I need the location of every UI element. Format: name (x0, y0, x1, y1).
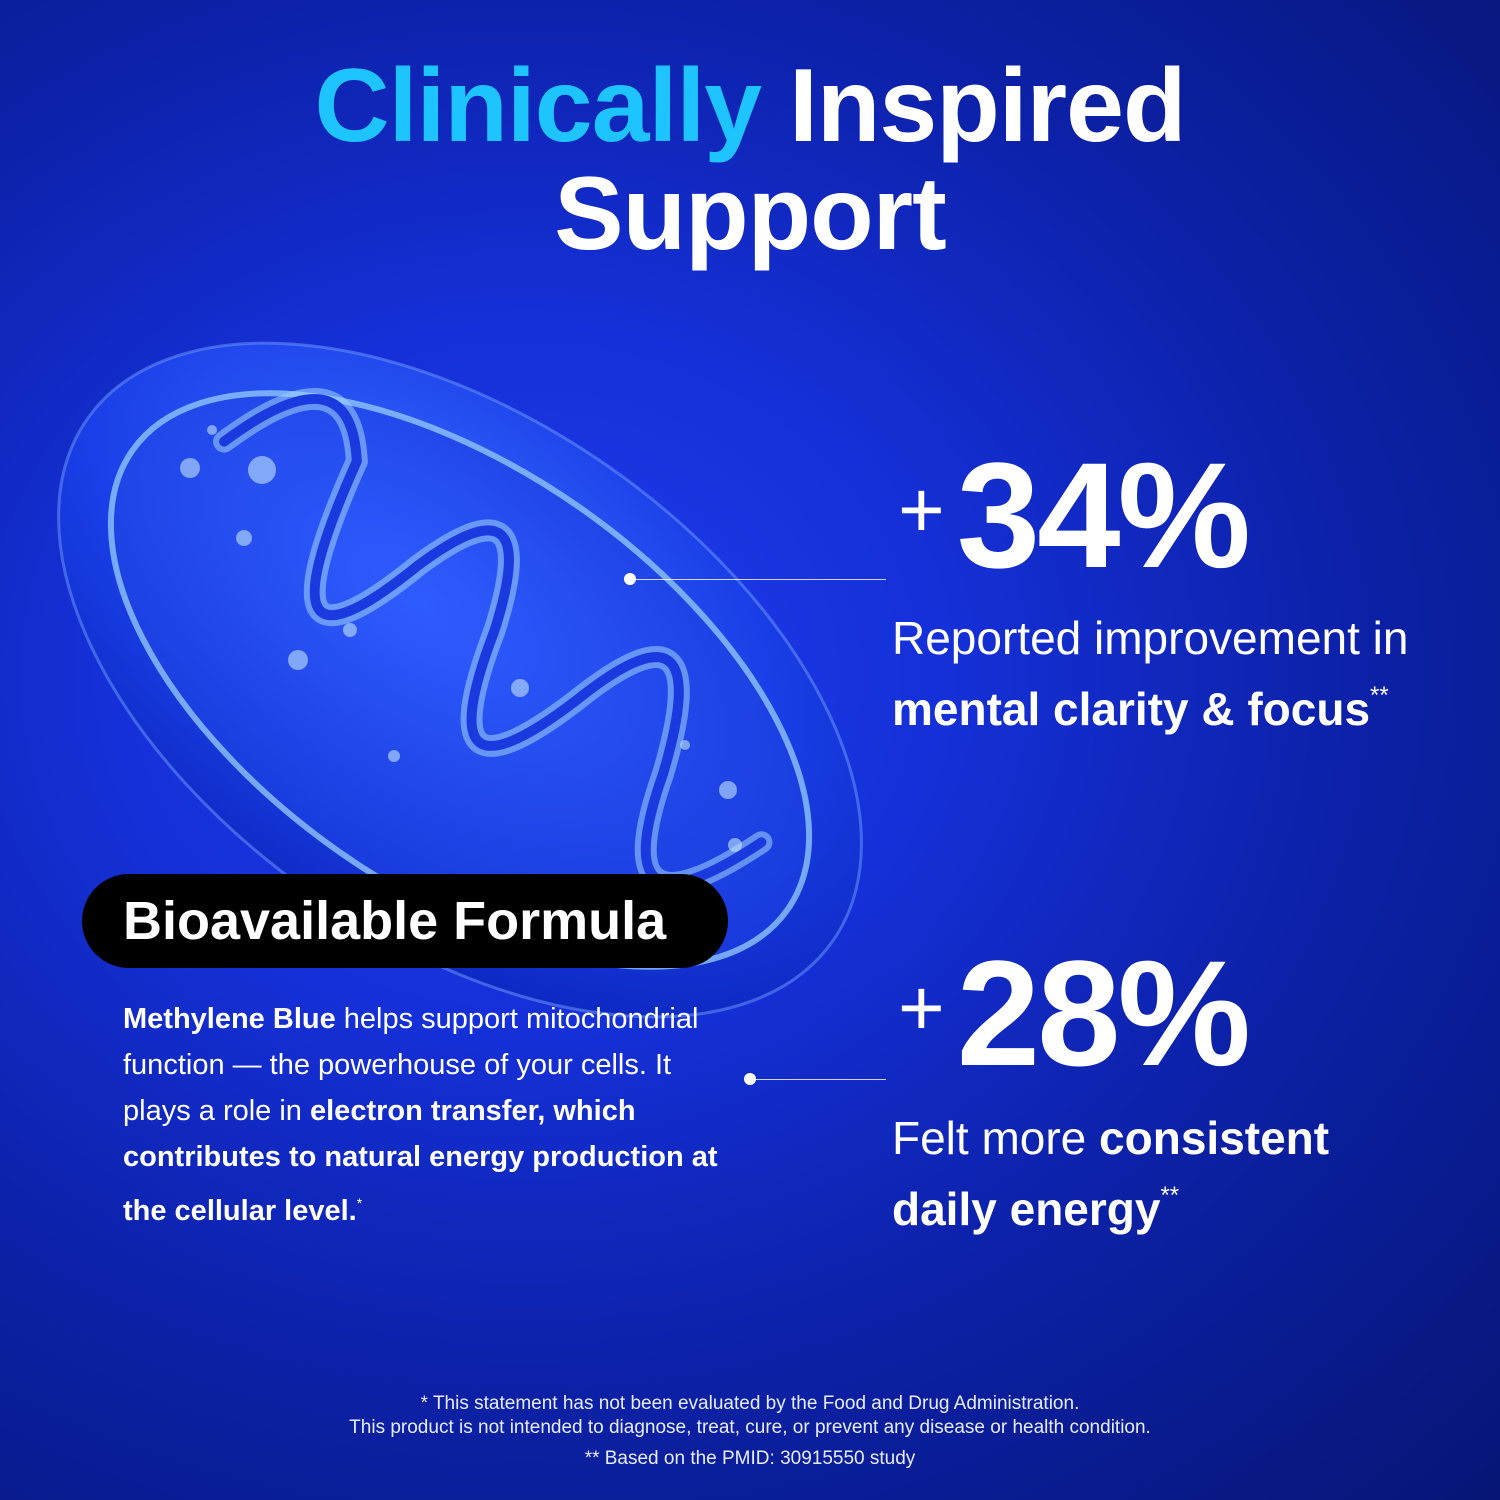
connector-line (750, 1079, 886, 1080)
stat-number: 34% (956, 431, 1251, 599)
footnote-mark: ** (1370, 682, 1389, 709)
headline: Clinically Inspired Support (0, 52, 1500, 268)
headline-line2: Support (554, 156, 947, 272)
desc-text: Reported improvement in (892, 612, 1409, 664)
body-bold: electron transfer, which contributes to … (123, 1095, 718, 1227)
desc-bold: mental clarity & focus (892, 683, 1371, 735)
stat-value: +34% (898, 440, 1251, 590)
desc-text: Felt more (892, 1112, 1100, 1164)
headline-rest: Inspired (789, 48, 1187, 164)
stat-value: +28% (898, 938, 1251, 1088)
desc-bold: consistent daily energy (892, 1112, 1330, 1235)
stat-number: 28% (956, 929, 1251, 1097)
badge-bioavailable: Bioavailable Formula (82, 874, 728, 968)
disclaimer: * This statement has not been evaluated … (0, 1392, 1500, 1471)
stat-description: Reported improvement in mental clarity &… (892, 610, 1452, 738)
plus-sign: + (898, 963, 945, 1052)
stat-description: Felt more consistent daily energy** (892, 1110, 1412, 1238)
plus-sign: + (898, 465, 945, 554)
mitochondrion-illustration (57, 341, 863, 1019)
footnote-mark: * (356, 1195, 363, 1211)
connector-line (630, 579, 886, 580)
body-bold: Methylene Blue (123, 1003, 336, 1035)
disclaimer-line: * This statement has not been evaluated … (420, 1393, 1080, 1414)
disclaimer-line: This product is not intended to diagnose… (349, 1417, 1151, 1438)
body-text: Methylene Blue helps support mitochondri… (123, 996, 743, 1234)
body-regular: helps support mitochondrial function — t… (123, 1003, 699, 1127)
study-reference: ** Based on the PMID: 30915550 study (584, 1448, 916, 1469)
headline-accent: Clinically (314, 48, 762, 164)
footnote-mark: ** (1160, 1182, 1180, 1209)
